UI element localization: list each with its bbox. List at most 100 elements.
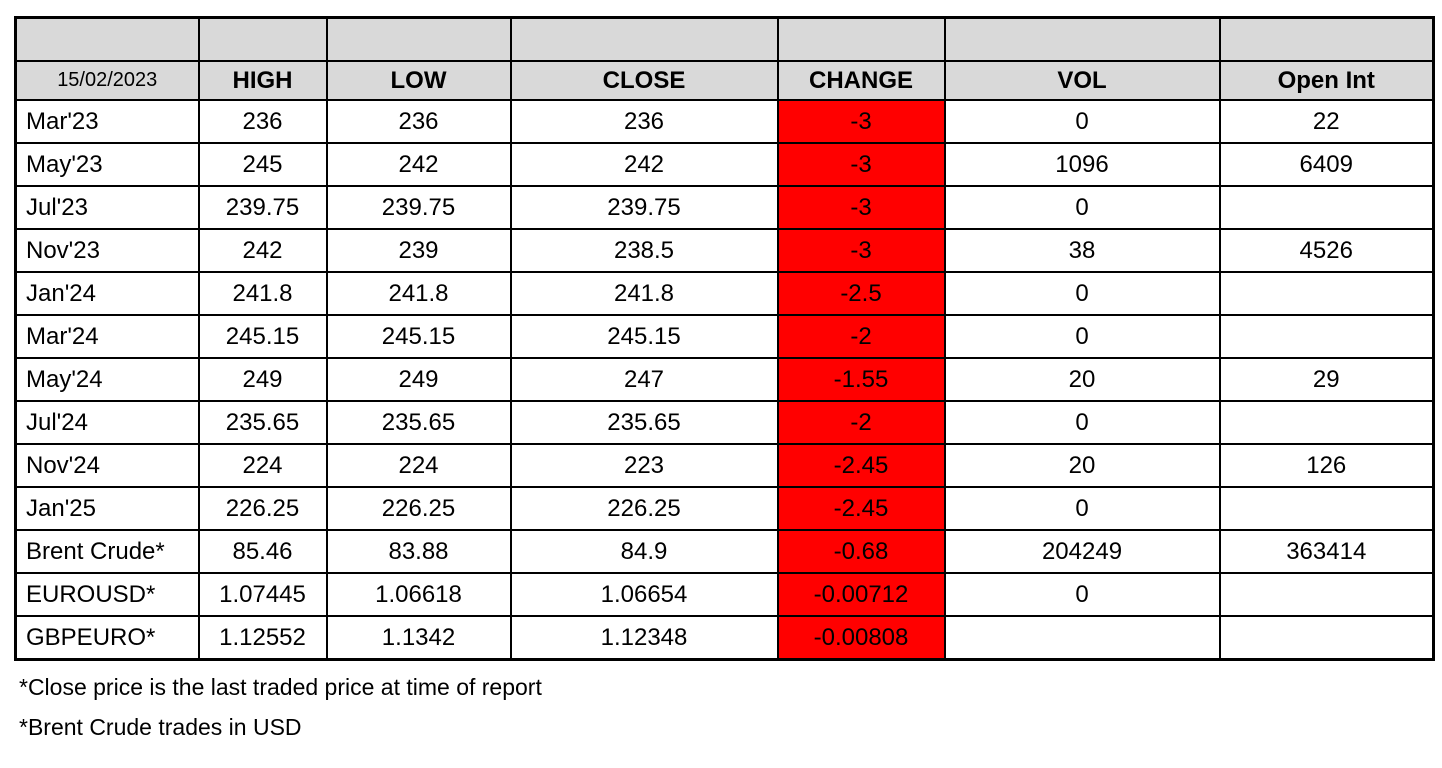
cell-low: 1.1342 — [325, 615, 512, 661]
cell-change: -3 — [776, 99, 946, 144]
cell-low: 245.15 — [325, 314, 512, 359]
cell-low: 239.75 — [325, 185, 512, 230]
cell-close: 235.65 — [509, 400, 779, 445]
cell-open-int: 4526 — [1218, 228, 1435, 273]
column-header-high: HIGH — [197, 60, 328, 101]
cell-close: 1.12348 — [509, 615, 779, 661]
cell-label: May'24 — [14, 357, 200, 402]
cell-change: -2.45 — [776, 486, 946, 531]
column-header-close: CLOSE — [509, 60, 779, 101]
cell-open-int — [1218, 314, 1435, 359]
cell-open-int — [1218, 271, 1435, 316]
column-header-row: 15/02/2023 HIGH LOW CLOSE CHANGE VOL Ope… — [14, 60, 1435, 101]
cell-low: 249 — [325, 357, 512, 402]
cell-vol: 0 — [943, 99, 1221, 144]
empty-cell — [14, 16, 200, 62]
cell-change: -2 — [776, 400, 946, 445]
cell-change: -3 — [776, 228, 946, 273]
cell-high: 85.46 — [197, 529, 328, 574]
cell-vol: 0 — [943, 486, 1221, 531]
cell-close: 242 — [509, 142, 779, 187]
table-body: Mar'23 236 236 236 -3 0 22 May'23 245 242 242 -3 109… — [14, 99, 1435, 661]
price-report: 15/02/2023 HIGH LOW CLOSE CHANGE VOL Ope… — [14, 16, 1435, 747]
cell-high: 239.75 — [197, 185, 328, 230]
cell-label: Jan'25 — [14, 486, 200, 531]
cell-low: 235.65 — [325, 400, 512, 445]
cell-vol: 0 — [943, 271, 1221, 316]
empty-cell — [325, 16, 512, 62]
cell-label: Jul'23 — [14, 185, 200, 230]
table-row: May'24 249 249 247 -1.55 20 29 — [14, 357, 1435, 402]
cell-close: 226.25 — [509, 486, 779, 531]
cell-low: 242 — [325, 142, 512, 187]
cell-label: Jul'24 — [14, 400, 200, 445]
footnote-brent-crude: *Brent Crude trades in USD — [19, 714, 302, 740]
empty-cell — [776, 16, 946, 62]
table-row: EUROUSD* 1.07445 1.06618 1.06654 -0.00712 0 — [14, 572, 1435, 617]
table-row: Nov'23 242 239 238.5 -3 38 4526 — [14, 228, 1435, 273]
empty-top-row — [14, 16, 1435, 62]
cell-low: 236 — [325, 99, 512, 144]
table-row: Nov'24 224 224 223 -2.45 20 126 — [14, 443, 1435, 488]
column-header-vol: VOL — [943, 60, 1221, 101]
cell-close: 247 — [509, 357, 779, 402]
cell-label: May'23 — [14, 142, 200, 187]
cell-close: 1.06654 — [509, 572, 779, 617]
cell-change: -3 — [776, 142, 946, 187]
cell-low: 226.25 — [325, 486, 512, 531]
cell-high: 1.12552 — [197, 615, 328, 661]
table-row: Mar'23 236 236 236 -3 0 22 — [14, 99, 1435, 144]
cell-high: 236 — [197, 99, 328, 144]
cell-low: 239 — [325, 228, 512, 273]
cell-high: 224 — [197, 443, 328, 488]
cell-change: -0.68 — [776, 529, 946, 574]
cell-close: 238.5 — [509, 228, 779, 273]
column-header-open-int: Open Int — [1218, 60, 1435, 101]
cell-close: 236 — [509, 99, 779, 144]
cell-change: -3 — [776, 185, 946, 230]
cell-vol — [943, 615, 1221, 661]
table-row: May'23 245 242 242 -3 1096 6409 — [14, 142, 1435, 187]
cell-high: 245.15 — [197, 314, 328, 359]
cell-open-int — [1218, 185, 1435, 230]
cell-high: 1.07445 — [197, 572, 328, 617]
column-header-change: CHANGE — [776, 60, 946, 101]
empty-cell — [197, 16, 328, 62]
cell-high: 235.65 — [197, 400, 328, 445]
cell-low: 1.06618 — [325, 572, 512, 617]
cell-high: 241.8 — [197, 271, 328, 316]
column-header-low: LOW — [325, 60, 512, 101]
cell-label: Mar'23 — [14, 99, 200, 144]
cell-vol: 0 — [943, 185, 1221, 230]
cell-low: 83.88 — [325, 529, 512, 574]
cell-open-int: 126 — [1218, 443, 1435, 488]
cell-open-int: 6409 — [1218, 142, 1435, 187]
cell-label: EUROUSD* — [14, 572, 200, 617]
cell-open-int: 363414 — [1218, 529, 1435, 574]
cell-vol: 0 — [943, 314, 1221, 359]
cell-vol: 0 — [943, 572, 1221, 617]
footnotes: *Close price is the last traded price at… — [14, 667, 1432, 747]
cell-change: -2 — [776, 314, 946, 359]
cell-close: 84.9 — [509, 529, 779, 574]
footnote-close-price: *Close price is the last traded price at… — [19, 674, 542, 700]
cell-vol: 38 — [943, 228, 1221, 273]
cell-label: GBPEURO* — [14, 615, 200, 661]
cell-change: -2.45 — [776, 443, 946, 488]
cell-vol: 20 — [943, 443, 1221, 488]
cell-vol: 20 — [943, 357, 1221, 402]
cell-open-int — [1218, 486, 1435, 531]
cell-high: 245 — [197, 142, 328, 187]
cell-high: 226.25 — [197, 486, 328, 531]
cell-vol: 0 — [943, 400, 1221, 445]
futures-price-table: 15/02/2023 HIGH LOW CLOSE CHANGE VOL Ope… — [14, 16, 1435, 661]
cell-change: -0.00808 — [776, 615, 946, 661]
cell-high: 242 — [197, 228, 328, 273]
cell-change: -1.55 — [776, 357, 946, 402]
cell-open-int: 29 — [1218, 357, 1435, 402]
cell-label: Mar'24 — [14, 314, 200, 359]
empty-cell — [509, 16, 779, 62]
table-row: Jan'25 226.25 226.25 226.25 -2.45 0 — [14, 486, 1435, 531]
cell-close: 239.75 — [509, 185, 779, 230]
cell-label: Brent Crude* — [14, 529, 200, 574]
